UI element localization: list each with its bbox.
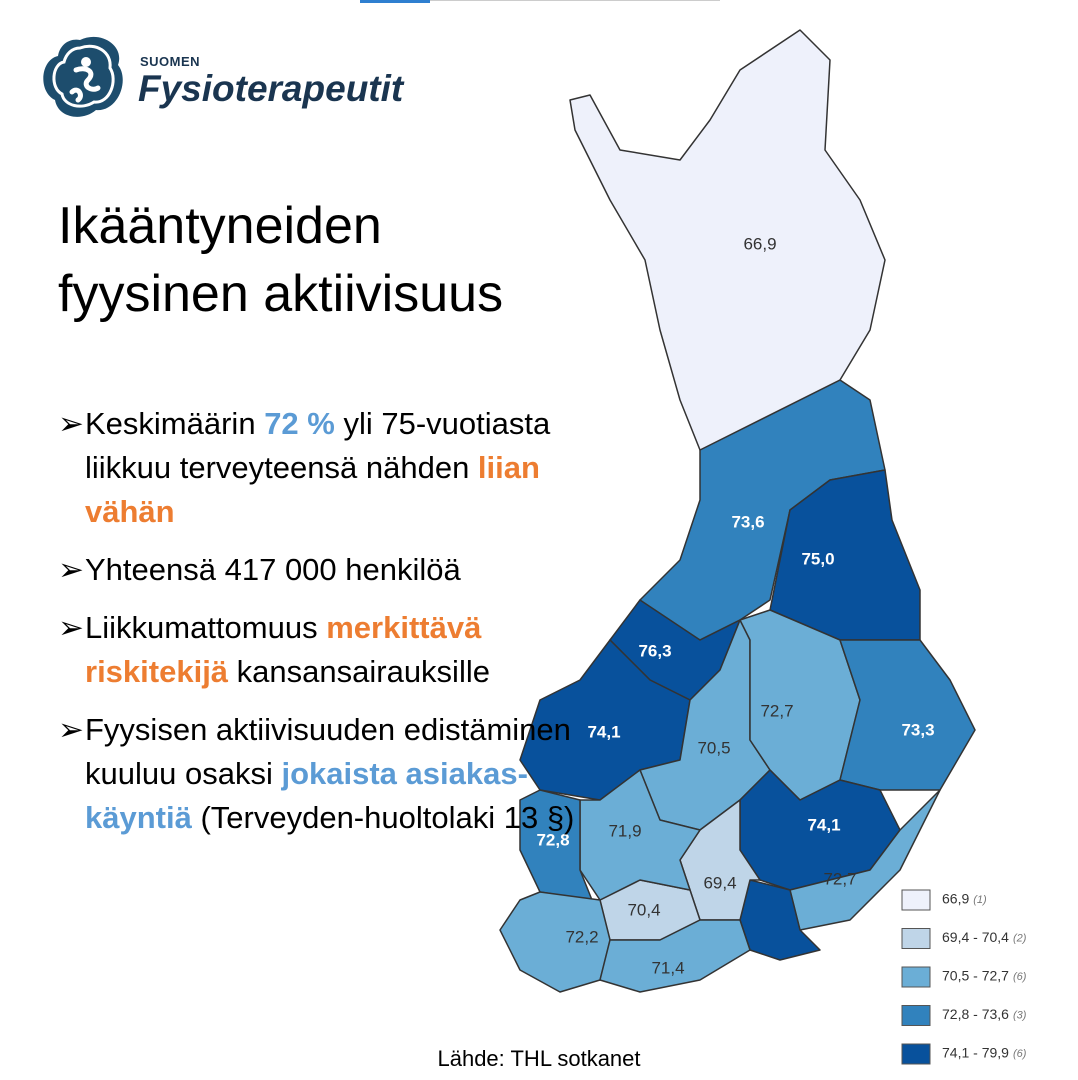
legend-swatch [901, 928, 931, 949]
bullet-text: (Terveyden-huoltolaki 13 §) [191, 800, 575, 835]
legend-count: (3) [1013, 1009, 1027, 1021]
title-line: fyysinen aktiivisuus [58, 265, 504, 323]
region-label: 76,3 [638, 641, 671, 660]
legend-count: (2) [1013, 932, 1027, 944]
legend-count: (1) [973, 894, 987, 906]
bullet-text: Yhteensä 417 000 henkilöä [85, 552, 461, 587]
region-label: 72,8 [536, 830, 569, 849]
region [789, 789, 941, 931]
legend-label: 66,9 [942, 891, 969, 907]
region-label: 69,4 [703, 873, 736, 892]
bullet-list: ➢ Keskimäärin 72 % yli 75-vuotiasta liikk… [58, 402, 598, 854]
region-label: 71,9 [608, 821, 641, 840]
bullet: ➢ Keskimäärin 72 % yli 75-vuotiasta liikk… [58, 402, 598, 534]
logo-mark [43, 36, 123, 117]
bullet: ➢ Yhteensä 417 000 henkilöä [58, 548, 598, 592]
bullet-text: Fyysisen aktiivisuuden edistäminen kuulu… [85, 712, 571, 791]
tab-line [430, 0, 720, 1]
legend-label: 70,5 - 72,7 [942, 968, 1009, 984]
bullet-text: kansansairauksille [228, 654, 490, 689]
logo-name: Fysioterapeutit [138, 68, 404, 109]
region [519, 789, 593, 901]
legend-label: 74,1 - 79,9 [942, 1045, 1009, 1061]
region [599, 919, 751, 993]
bullet-emphasis: jokaista asiakas-käyntiä [85, 756, 528, 835]
legend-swatch [901, 1043, 931, 1065]
region-label: 75,0 [801, 549, 834, 568]
region-label: 66,9 [743, 234, 776, 253]
region-label: 74,1 [587, 722, 620, 741]
bullet-arrow: ➢ [58, 552, 84, 587]
region-label: 73,6 [731, 512, 764, 531]
legend-count: (6) [1013, 1048, 1027, 1060]
bullet-text: Keskimäärin [85, 406, 265, 441]
title: Ikääntyneiden fyysinen aktiivisuus [58, 192, 503, 328]
bullet: ➢ Fyysisen aktiivisuuden edistäminen kuul… [58, 708, 598, 840]
legend: 66,9 (1) 69,4 - 70,4 (2) 70,5 - 72,7 (6) 72,8 … [901, 889, 1027, 1065]
region-label: 72,7 [823, 869, 856, 888]
title-line: Ikääntyneiden [58, 197, 382, 255]
legend-count: (6) [1013, 971, 1027, 983]
tab-active [360, 0, 430, 3]
legend-label: 72,8 - 73,6 [942, 1006, 1009, 1022]
bullet-arrow: ➢ [58, 406, 84, 441]
legend-swatch [901, 889, 931, 911]
region-label: 71,4 [651, 958, 684, 977]
region-label: 72,7 [760, 701, 793, 720]
bullet-emphasis: 72 % [264, 406, 335, 441]
legend-swatch [901, 1005, 931, 1026]
region [639, 379, 886, 641]
bullet-arrow: ➢ [58, 610, 84, 645]
legend-swatch [901, 966, 931, 988]
region [839, 639, 976, 791]
region [569, 29, 886, 451]
bullet-arrow: ➢ [58, 712, 84, 747]
logo-small: SUOMEN [140, 54, 201, 69]
region-label: 72,2 [565, 927, 598, 946]
bullet-text: Liikkumattomuus [85, 610, 327, 645]
bullet-text: yli 75-vuotiasta liikkuu terveyteensä nä… [85, 406, 551, 485]
legend-label: 69,4 - 70,4 [942, 929, 1009, 945]
region-label: 73,3 [901, 720, 934, 739]
region-label: 70,4 [627, 900, 660, 919]
bullet-emphasis: merkittävä riskitekijä [85, 610, 482, 689]
source: Lähde: THL sotkanet [437, 1046, 641, 1071]
region-label: 70,5 [697, 738, 730, 757]
bullet: ➢ Liikkumattomuus merkittävä riskitekijä … [58, 606, 598, 694]
region-label: 74,1 [807, 815, 840, 834]
bullet-emphasis: liian vähän [85, 450, 540, 529]
